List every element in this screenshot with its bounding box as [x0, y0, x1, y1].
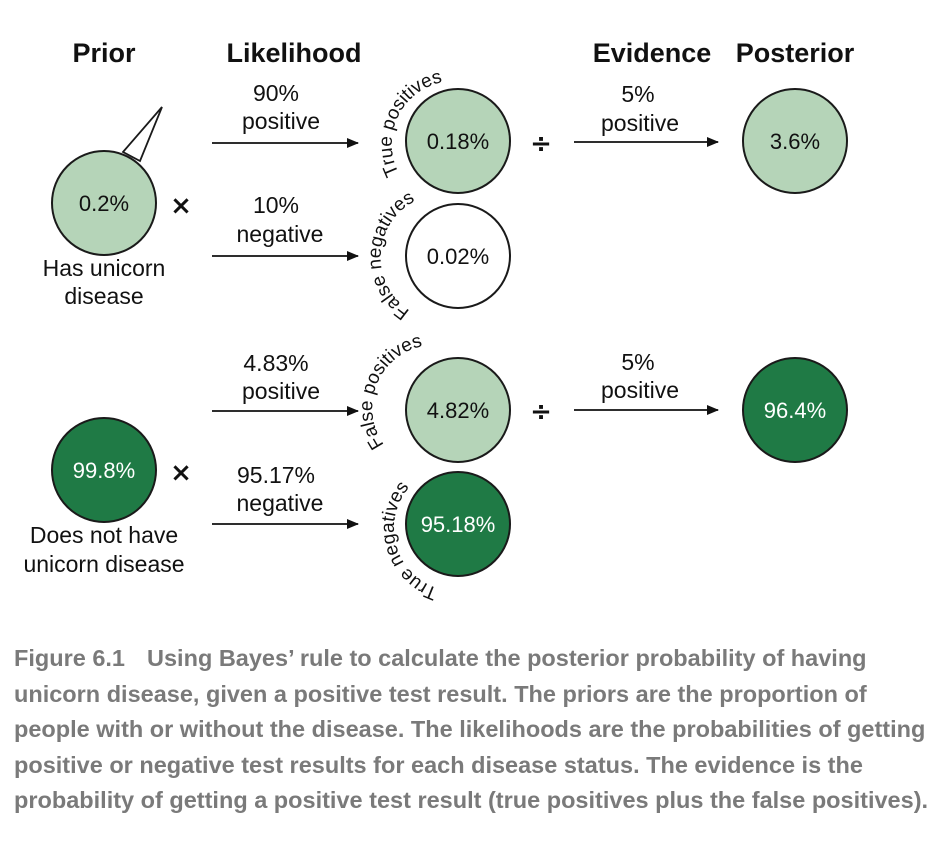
figure-caption-text: Using Bayes’ rule to calculate the poste… — [14, 645, 929, 813]
evidence-2-line2: positive — [601, 377, 679, 403]
evidence-1-line2: positive — [601, 110, 679, 136]
joint-true-negatives-value: 95.18% — [421, 512, 496, 537]
joint-true-positives-value: 0.18% — [427, 129, 489, 154]
posterior-no-disease-value: 96.4% — [764, 398, 826, 423]
prior-disease-value: 0.2% — [79, 191, 129, 216]
posterior-disease-circle — [742, 88, 848, 194]
posterior-no-disease-circle — [742, 357, 848, 463]
likelihood-4-line2: negative — [237, 490, 324, 516]
joint-true-negatives-circle — [405, 471, 511, 577]
prior-no-disease-circle — [51, 417, 157, 523]
likelihood-1-line2: positive — [242, 108, 320, 134]
times-operator-top: × — [170, 191, 192, 221]
figure-caption-label: Figure 6.1 — [14, 645, 126, 671]
likelihood-2-line1: 10% — [253, 192, 299, 218]
likelihood-2-line2: negative — [237, 221, 324, 247]
evidence-2-line1: 5% — [621, 349, 654, 375]
header-likelihood: Likelihood — [227, 38, 362, 68]
bayes-diagram: Prior Likelihood Evidence Posterior 0.2%… — [23, 38, 855, 604]
figure-caption: Figure 6.1 Using Bayes’ rule to calculate… — [14, 641, 929, 819]
divide-operator-bottom: ÷ — [530, 397, 552, 427]
joint-false-negatives-value: 0.02% — [427, 244, 489, 269]
joint-false-negatives-circle — [405, 203, 511, 309]
likelihood-3-line2: positive — [242, 378, 320, 404]
header-prior: Prior — [72, 38, 136, 68]
prior-no-disease-label-line1: Does not have — [30, 522, 178, 548]
prior-disease-label-line1: Has unicorn — [43, 255, 166, 281]
times-operator-bottom: × — [170, 458, 192, 488]
joint-true-positives-circle — [405, 88, 511, 194]
divide-operator-top: ÷ — [530, 129, 552, 159]
likelihood-1-line1: 90% — [253, 80, 299, 106]
likelihood-3-line1: 4.83% — [243, 350, 308, 376]
joint-false-positives-circle — [405, 357, 511, 463]
prior-disease-label-line2: disease — [64, 283, 143, 309]
evidence-1-line1: 5% — [621, 81, 654, 107]
posterior-disease-value: 3.6% — [770, 129, 820, 154]
prior-no-disease-value: 99.8% — [73, 458, 135, 483]
prior-disease-circle — [51, 150, 157, 256]
zoom-wedge — [121, 106, 163, 163]
prior-no-disease-label-line2: unicorn disease — [23, 551, 184, 577]
joint-false-positives-value: 4.82% — [427, 398, 489, 423]
likelihood-4-line1: 95.17% — [237, 462, 315, 488]
header-posterior: Posterior — [736, 38, 855, 68]
header-evidence: Evidence — [593, 38, 712, 68]
